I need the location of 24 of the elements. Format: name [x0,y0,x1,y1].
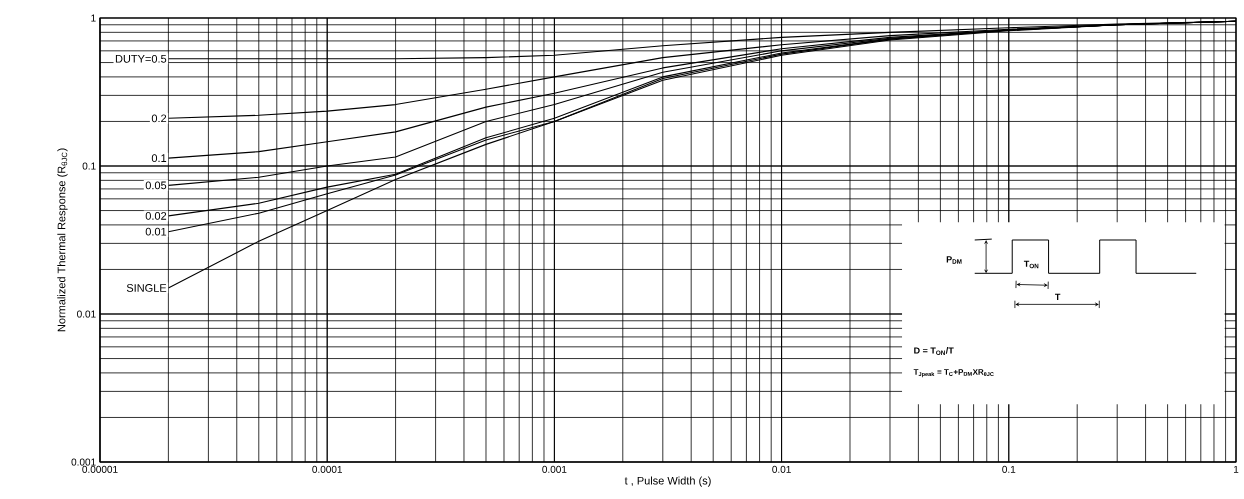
y-tick-label: 0.001 [71,458,96,466]
x-tick-label: 0.001 [542,465,567,473]
annotation: D = T$_{ON}$/T [914,347,954,355]
x-tick-label: 1 [1233,465,1239,473]
y-axis-title: Normalized Thermal Response (R$_{θJC}$) [57,148,68,332]
series-label: 0.02 [145,212,167,220]
series-label: 0.05 [145,181,167,190]
x-tick-label: 0.0001 [312,465,342,473]
series-label: DUTY=0.5 [115,54,167,63]
annotation: T$_{ON}$ [1023,260,1039,269]
annotation: P$_{DM}$ [946,256,962,264]
y-tick-label: 0.01 [77,310,96,318]
series-label: SINGLE [126,284,167,292]
annotation: T$_{Jpeak}$ = T$_{C}$+P$_{DM}$XR$_{θJC}$ [913,369,994,378]
x-tick-label: 0.00001 [82,465,118,473]
series-label: 0.1 [151,154,167,163]
series-label: 0.01 [145,227,167,236]
y-tick-label: 0.1 [82,162,96,170]
x-tick-label: 0.1 [1002,465,1016,473]
x-axis-title: t , Pulse Width (s) [624,476,711,487]
annotation: T [1055,293,1061,300]
y-tick-label: 1 [91,14,96,22]
series-label: 0.2 [151,114,167,123]
x-tick-label: 0.01 [772,465,791,473]
